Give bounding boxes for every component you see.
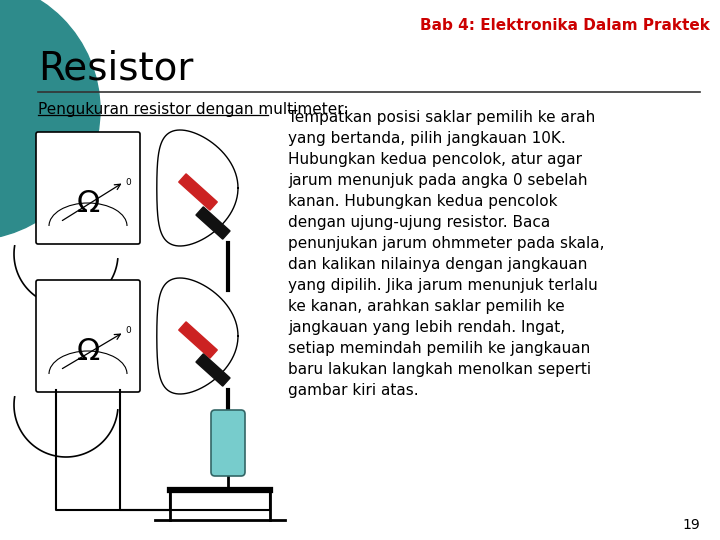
Polygon shape [157, 278, 238, 394]
Text: Resistor: Resistor [38, 50, 194, 88]
FancyBboxPatch shape [36, 132, 140, 244]
Polygon shape [196, 354, 230, 386]
Polygon shape [157, 130, 238, 246]
Text: 0: 0 [125, 178, 131, 187]
Text: Bab 4: Elektronika Dalam Praktek: Bab 4: Elektronika Dalam Praktek [420, 18, 710, 33]
Polygon shape [179, 174, 217, 210]
FancyBboxPatch shape [211, 410, 245, 476]
Text: $\Omega$: $\Omega$ [76, 338, 100, 367]
Text: Tempatkan posisi saklar pemilih ke arah
yang bertanda, pilih jangkauan 10K.
Hubu: Tempatkan posisi saklar pemilih ke arah … [288, 110, 605, 398]
Polygon shape [179, 322, 217, 358]
Polygon shape [196, 207, 230, 239]
FancyBboxPatch shape [36, 280, 140, 392]
Text: 19: 19 [683, 518, 700, 532]
Text: 0: 0 [125, 326, 131, 335]
Circle shape [0, 0, 100, 240]
Text: $\Omega$: $\Omega$ [76, 190, 100, 219]
Text: Pengukuran resistor dengan multimeter:: Pengukuran resistor dengan multimeter: [38, 102, 348, 117]
